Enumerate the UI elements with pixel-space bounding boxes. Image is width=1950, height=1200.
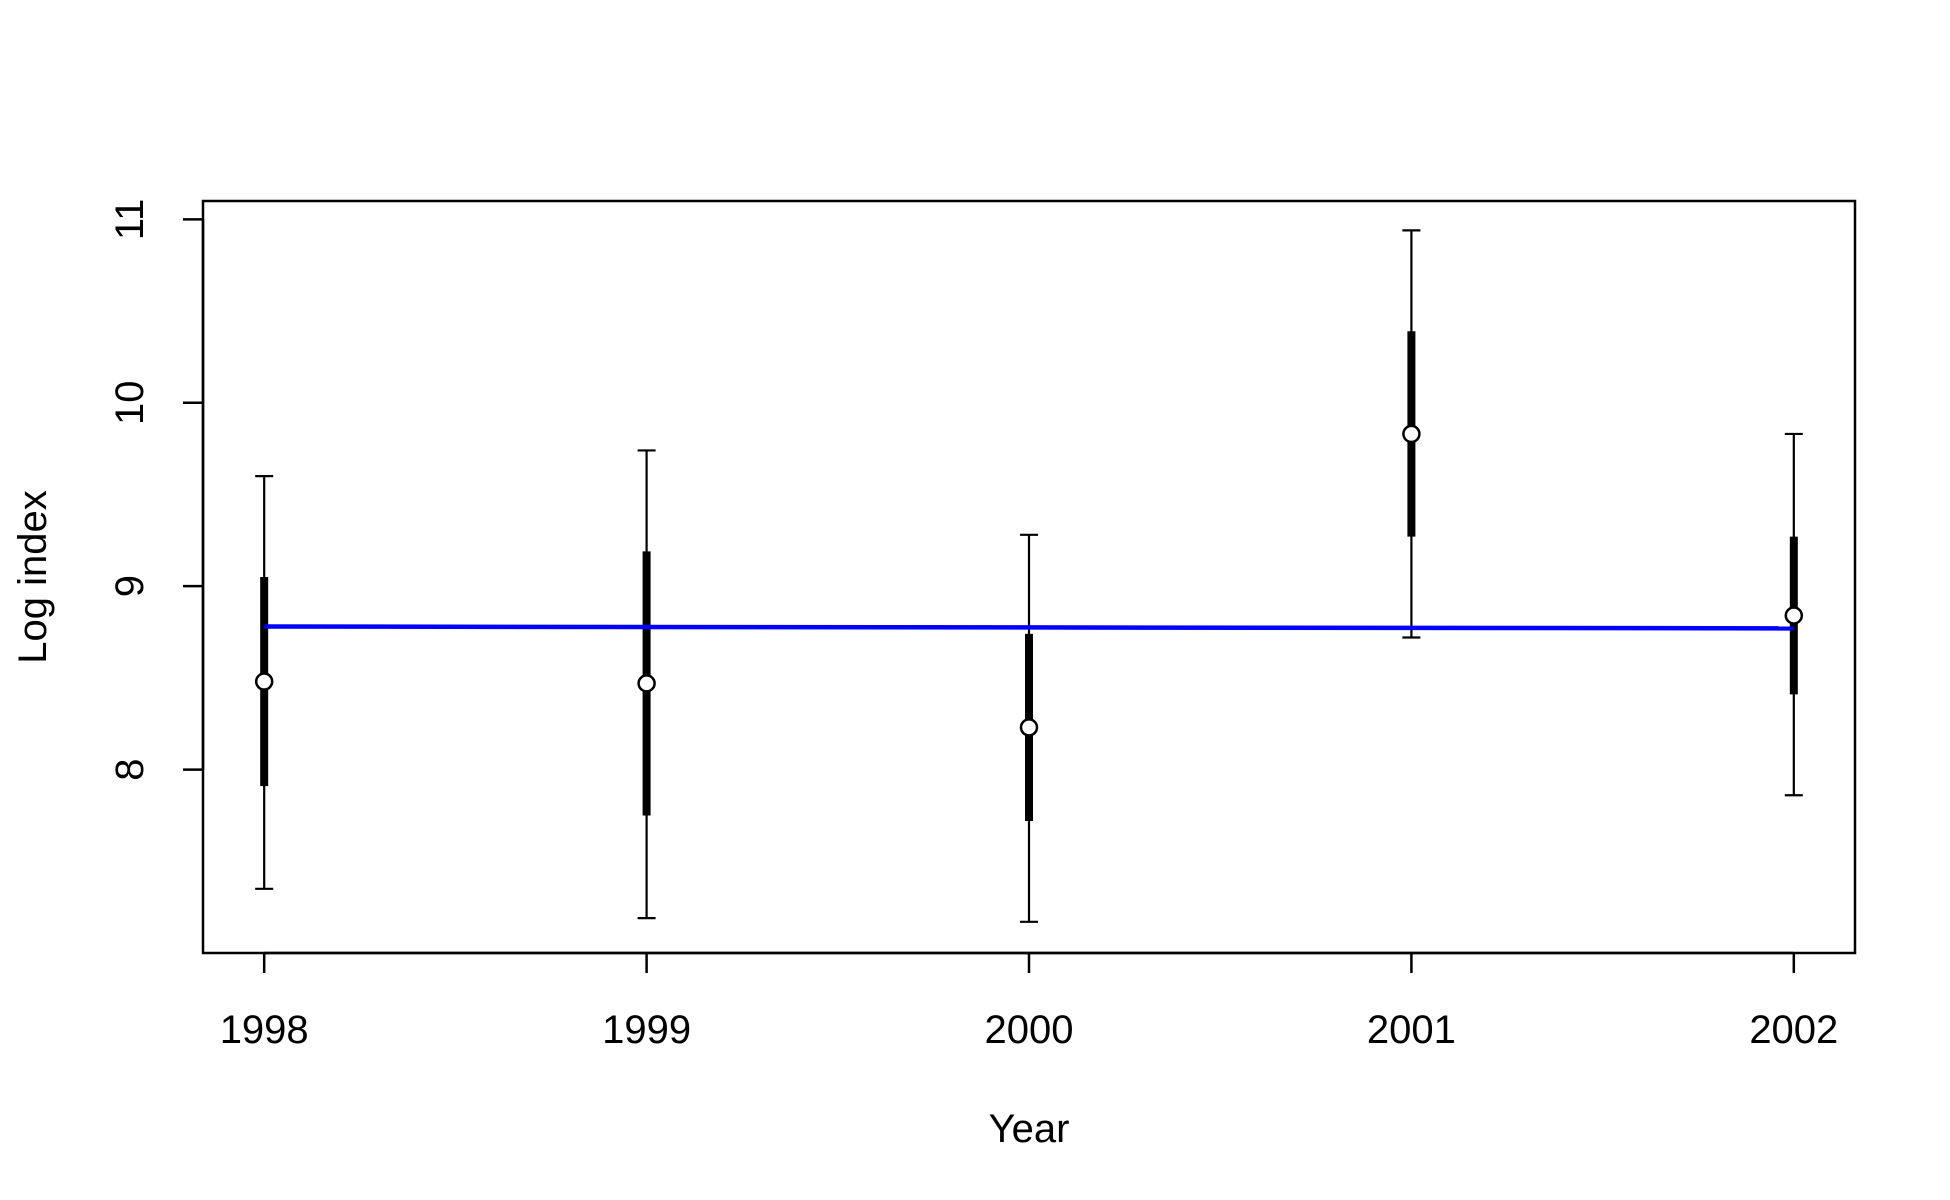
x-tick-label-2001: 2001 (1367, 1008, 1456, 1052)
x-axis-title: Year (989, 1107, 1070, 1151)
interval-layer (255, 229, 1803, 923)
y-tick-label-11: 11 (108, 199, 152, 241)
y-axis-title: Log index (11, 490, 55, 663)
trend-line (264, 624, 1794, 631)
y-axis: 8 9 10 11 (108, 199, 205, 781)
y-tick-label-9: 9 (108, 575, 152, 597)
trend-layer (264, 624, 1794, 631)
point-2002 (1784, 606, 1804, 625)
point-layer (254, 424, 1804, 737)
point-2001 (1402, 424, 1421, 444)
x-tick-label-1998: 1998 (220, 1008, 309, 1052)
x-axis: 1998 1999 2000 2001 2002 (220, 951, 1838, 1052)
x-tick-label-1999: 1999 (602, 1008, 691, 1052)
point-1998 (254, 672, 274, 691)
x-tick-label-2002: 2002 (1749, 1008, 1838, 1052)
y-tick-label-8: 8 (108, 758, 152, 780)
x-tick-label-2000: 2000 (985, 1008, 1074, 1052)
point-1999 (637, 674, 656, 693)
point-2000 (1019, 718, 1039, 737)
y-tick-label-10: 10 (108, 381, 152, 426)
